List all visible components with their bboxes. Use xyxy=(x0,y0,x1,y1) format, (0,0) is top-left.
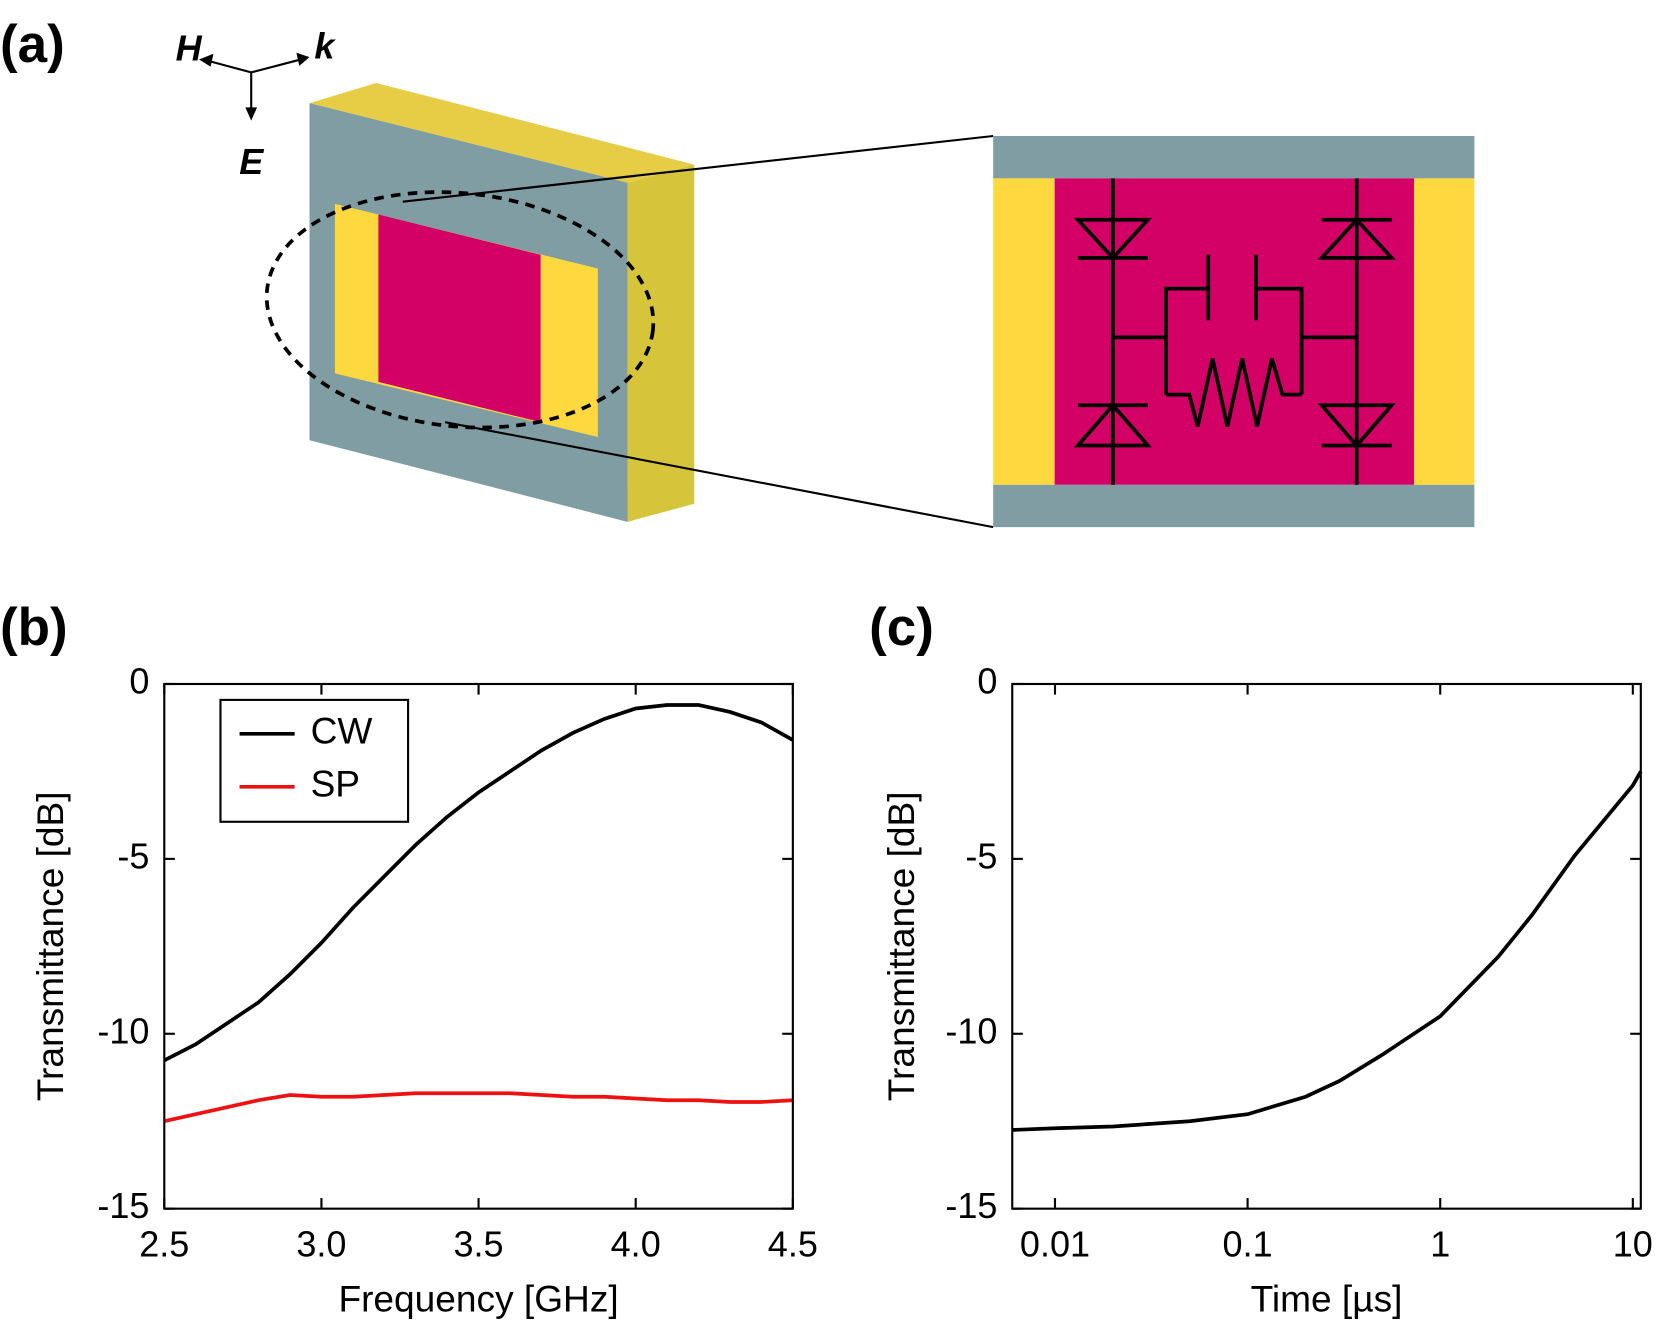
data-line xyxy=(163,1091,793,1124)
x-axis-label: Frequency [GHz] xyxy=(338,1278,618,1320)
legend-label: CW xyxy=(311,710,373,752)
y-axis-label: Transmittance [dB] xyxy=(29,791,71,1101)
vector-label: k xyxy=(314,26,336,67)
x-tick-label: 1 xyxy=(1430,1223,1450,1264)
plot-frame xyxy=(163,682,794,1210)
y-axis-label: Transmittance [dB] xyxy=(880,791,922,1101)
legend-box xyxy=(219,698,410,823)
legend-label: SP xyxy=(311,763,360,805)
data-line xyxy=(163,703,794,1063)
y-tick-label: -10 xyxy=(97,1010,149,1051)
zoom-view xyxy=(993,135,1475,528)
x-tick-label: 0.1 xyxy=(1223,1223,1273,1264)
x-tick-label: 3.0 xyxy=(296,1223,346,1264)
y-tick-label: -10 xyxy=(945,1010,997,1051)
unit-cell xyxy=(264,82,994,529)
vector-label: H xyxy=(176,28,203,69)
y-tick-label: -5 xyxy=(965,835,997,876)
x-tick-label: 2.5 xyxy=(139,1223,189,1264)
x-axis-label: Time [µs] xyxy=(1251,1278,1403,1320)
y-tick-label: -5 xyxy=(117,835,149,876)
vector-label: E xyxy=(239,141,264,182)
y-tick-label: 0 xyxy=(129,661,149,702)
y-tick-label: 0 xyxy=(977,661,997,702)
x-tick-label: 10 xyxy=(1613,1223,1653,1264)
panel-label: (c) xyxy=(869,598,934,657)
x-tick-label: 3.5 xyxy=(454,1223,504,1264)
data-line xyxy=(1012,770,1643,1132)
coordinate-axes xyxy=(199,52,310,121)
plot-frame xyxy=(1011,682,1642,1210)
y-tick-label: -15 xyxy=(97,1185,149,1226)
panel-label: (b) xyxy=(0,598,68,657)
x-tick-label: 4.0 xyxy=(611,1223,661,1264)
x-tick-label: 0.01 xyxy=(1020,1223,1090,1264)
circuit xyxy=(1073,178,1396,485)
x-tick-label: 4.5 xyxy=(768,1223,818,1264)
panel-label: (a) xyxy=(0,15,65,74)
y-tick-label: -15 xyxy=(945,1185,997,1226)
